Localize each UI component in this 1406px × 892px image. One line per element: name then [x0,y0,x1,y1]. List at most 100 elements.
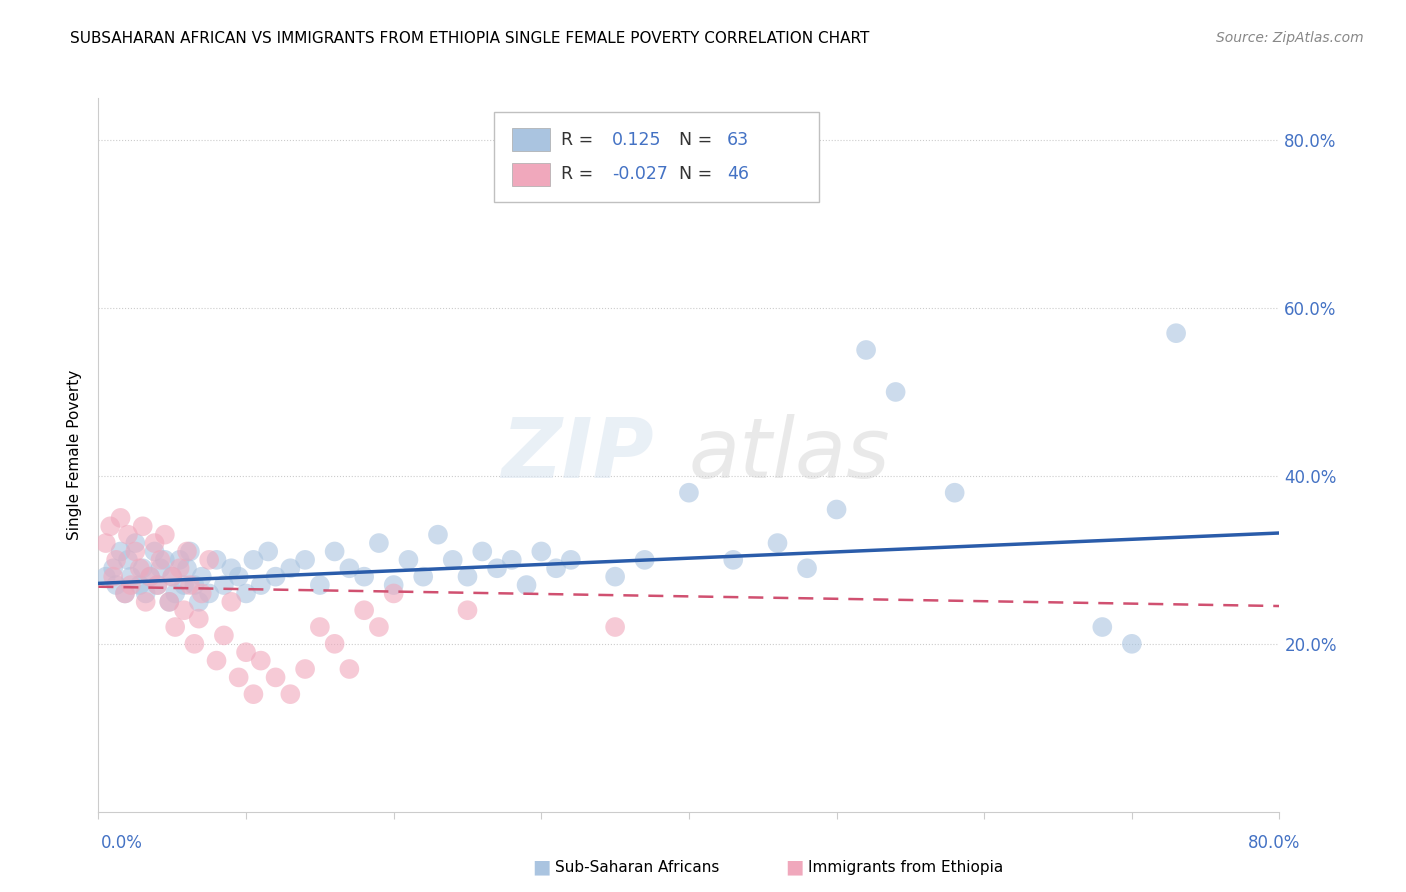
Point [198,553,221,567]
Text: N =: N = [679,166,718,184]
Point [132,561,155,575]
Point [124,544,146,558]
Point [183,637,205,651]
Point [235,645,257,659]
Point [124,536,146,550]
Point [153,527,176,541]
Point [228,569,250,583]
Point [219,561,242,575]
Text: 80.0%: 80.0% [1249,834,1301,852]
Point [179,544,201,558]
Point [110,511,132,525]
Point [173,578,195,592]
Point [560,553,582,567]
Point [187,612,209,626]
Point [153,553,176,567]
Point [157,595,180,609]
Point [235,586,257,600]
Point [353,603,375,617]
Point [382,578,405,592]
Text: Immigrants from Ethiopia: Immigrants from Ethiopia [808,860,1004,874]
Point [128,578,150,592]
Point [219,595,242,609]
Point [117,527,139,541]
Point [605,620,627,634]
Point [633,553,655,567]
Text: -0.027: -0.027 [612,166,668,184]
Point [149,553,172,567]
Point [294,662,316,676]
Point [264,670,287,684]
Point [135,586,157,600]
Point [165,620,187,634]
Point [146,578,169,592]
Text: atlas: atlas [689,415,890,495]
Point [456,603,478,617]
Point [176,544,198,558]
Point [120,578,142,592]
Point [723,553,745,567]
Text: 63: 63 [727,130,749,148]
Point [149,561,172,575]
Point [339,662,360,676]
Text: ■: ■ [531,857,551,877]
Point [796,561,818,575]
Point [456,569,478,583]
Point [120,569,142,583]
Point [250,654,273,668]
Text: Source: ZipAtlas.com: Source: ZipAtlas.com [1216,31,1364,45]
Text: ■: ■ [785,857,804,877]
Point [205,654,228,668]
Point [139,569,162,583]
Text: 0.125: 0.125 [612,130,662,148]
Point [250,578,273,592]
Point [162,569,183,583]
Point [427,527,450,541]
Point [486,561,509,575]
Point [105,553,128,567]
Point [546,561,568,575]
Point [825,502,848,516]
Text: ZIP: ZIP [501,415,654,495]
Point [198,586,221,600]
Point [143,536,166,550]
Point [191,569,214,583]
Point [471,544,494,558]
Point [162,569,183,583]
Point [242,553,264,567]
Point [515,578,537,592]
Point [169,553,191,567]
Point [1121,637,1143,651]
Point [103,569,125,583]
Point [135,595,157,609]
Y-axis label: Single Female Poverty: Single Female Poverty [67,370,83,540]
Point [323,544,346,558]
Point [128,561,150,575]
Point [368,620,391,634]
Point [143,544,166,558]
Point [766,536,789,550]
Text: N =: N = [679,130,718,148]
Point [157,595,180,609]
Point [103,561,125,575]
Point [132,519,155,533]
Point [264,569,287,583]
Text: R =: R = [561,166,599,184]
Point [1164,326,1187,341]
Point [855,343,877,357]
Point [183,578,205,592]
Point [212,578,235,592]
Point [412,569,434,583]
Point [605,569,627,583]
Point [339,561,360,575]
Point [396,553,419,567]
Text: 0.0%: 0.0% [101,834,143,852]
Point [191,586,214,600]
Point [309,578,332,592]
Point [139,569,162,583]
Point [501,553,523,567]
FancyBboxPatch shape [512,163,550,186]
Point [278,687,302,701]
Point [105,578,128,592]
Point [176,561,198,575]
